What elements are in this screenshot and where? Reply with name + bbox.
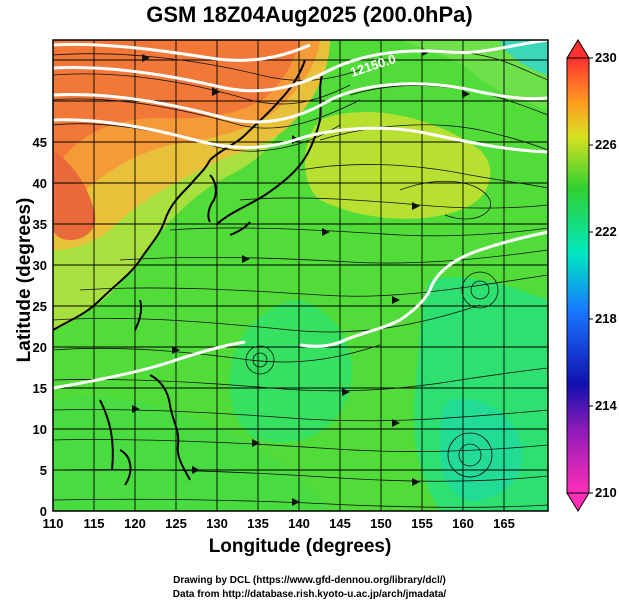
plot-frame <box>52 39 549 512</box>
height-contours <box>53 40 548 390</box>
colorbar-tick-label: 230 <box>595 50 617 65</box>
x-tick-label: 140 <box>288 516 310 531</box>
y-tick-label: 25 <box>33 299 47 314</box>
colorbar-top-arrow <box>566 39 590 59</box>
y-tick-label: 0 <box>40 504 47 519</box>
x-tick-label: 135 <box>247 516 269 531</box>
y-tick-label: 35 <box>33 217 47 232</box>
y-tick-label: 45 <box>33 135 47 150</box>
y-tick-label: 15 <box>33 381 47 396</box>
x-tick-label: 145 <box>329 516 351 531</box>
credit-drawing: Drawing by DCL (https://www.gfd-dennou.o… <box>173 575 446 586</box>
y-tick-label: 40 <box>33 176 47 191</box>
colorbar-scale <box>566 57 590 494</box>
x-tick-label: 160 <box>452 516 474 531</box>
x-tick-label: 115 <box>84 516 105 531</box>
colorbar-tick-label: 218 <box>595 311 617 326</box>
colorbar-tick-label: 226 <box>595 137 617 152</box>
colorbar-tick-label: 210 <box>595 485 617 500</box>
colorbar-tick-label: 222 <box>595 224 617 239</box>
y-tick-label: 20 <box>33 340 47 355</box>
y-tick-label: 30 <box>33 258 47 273</box>
y-axis-label: Latitude (degrees) <box>14 197 35 363</box>
x-tick-label: 130 <box>206 516 228 531</box>
y-tick-label: 5 <box>40 463 47 478</box>
colorbar-bottom-arrow <box>566 492 590 512</box>
y-tick-label: 10 <box>33 422 47 437</box>
x-tick-label: 120 <box>124 516 146 531</box>
x-tick-label: 150 <box>370 516 392 531</box>
colorbar-tick-label: 214 <box>595 398 617 413</box>
temperature-field <box>53 40 548 511</box>
colorbar: 230 226 222 218 214 210 <box>566 39 617 512</box>
x-tick-label: 110 <box>43 516 64 531</box>
map-title: GSM 18Z04Aug2025 (200.0hPa) <box>146 2 473 27</box>
y-axis-ticks: 0 5 10 15 20 25 30 35 40 45 <box>33 135 47 519</box>
x-tick-label: 125 <box>165 516 187 531</box>
x-axis-ticks: 110 115 120 125 130 135 140 145 150 155 … <box>43 516 515 531</box>
credit-data: Data from http://database.rish.kyoto-u.a… <box>172 589 447 600</box>
x-tick-label: 165 <box>493 516 515 531</box>
x-tick-label: 155 <box>411 516 433 531</box>
x-axis-label: Longitude (degrees) <box>208 536 392 557</box>
